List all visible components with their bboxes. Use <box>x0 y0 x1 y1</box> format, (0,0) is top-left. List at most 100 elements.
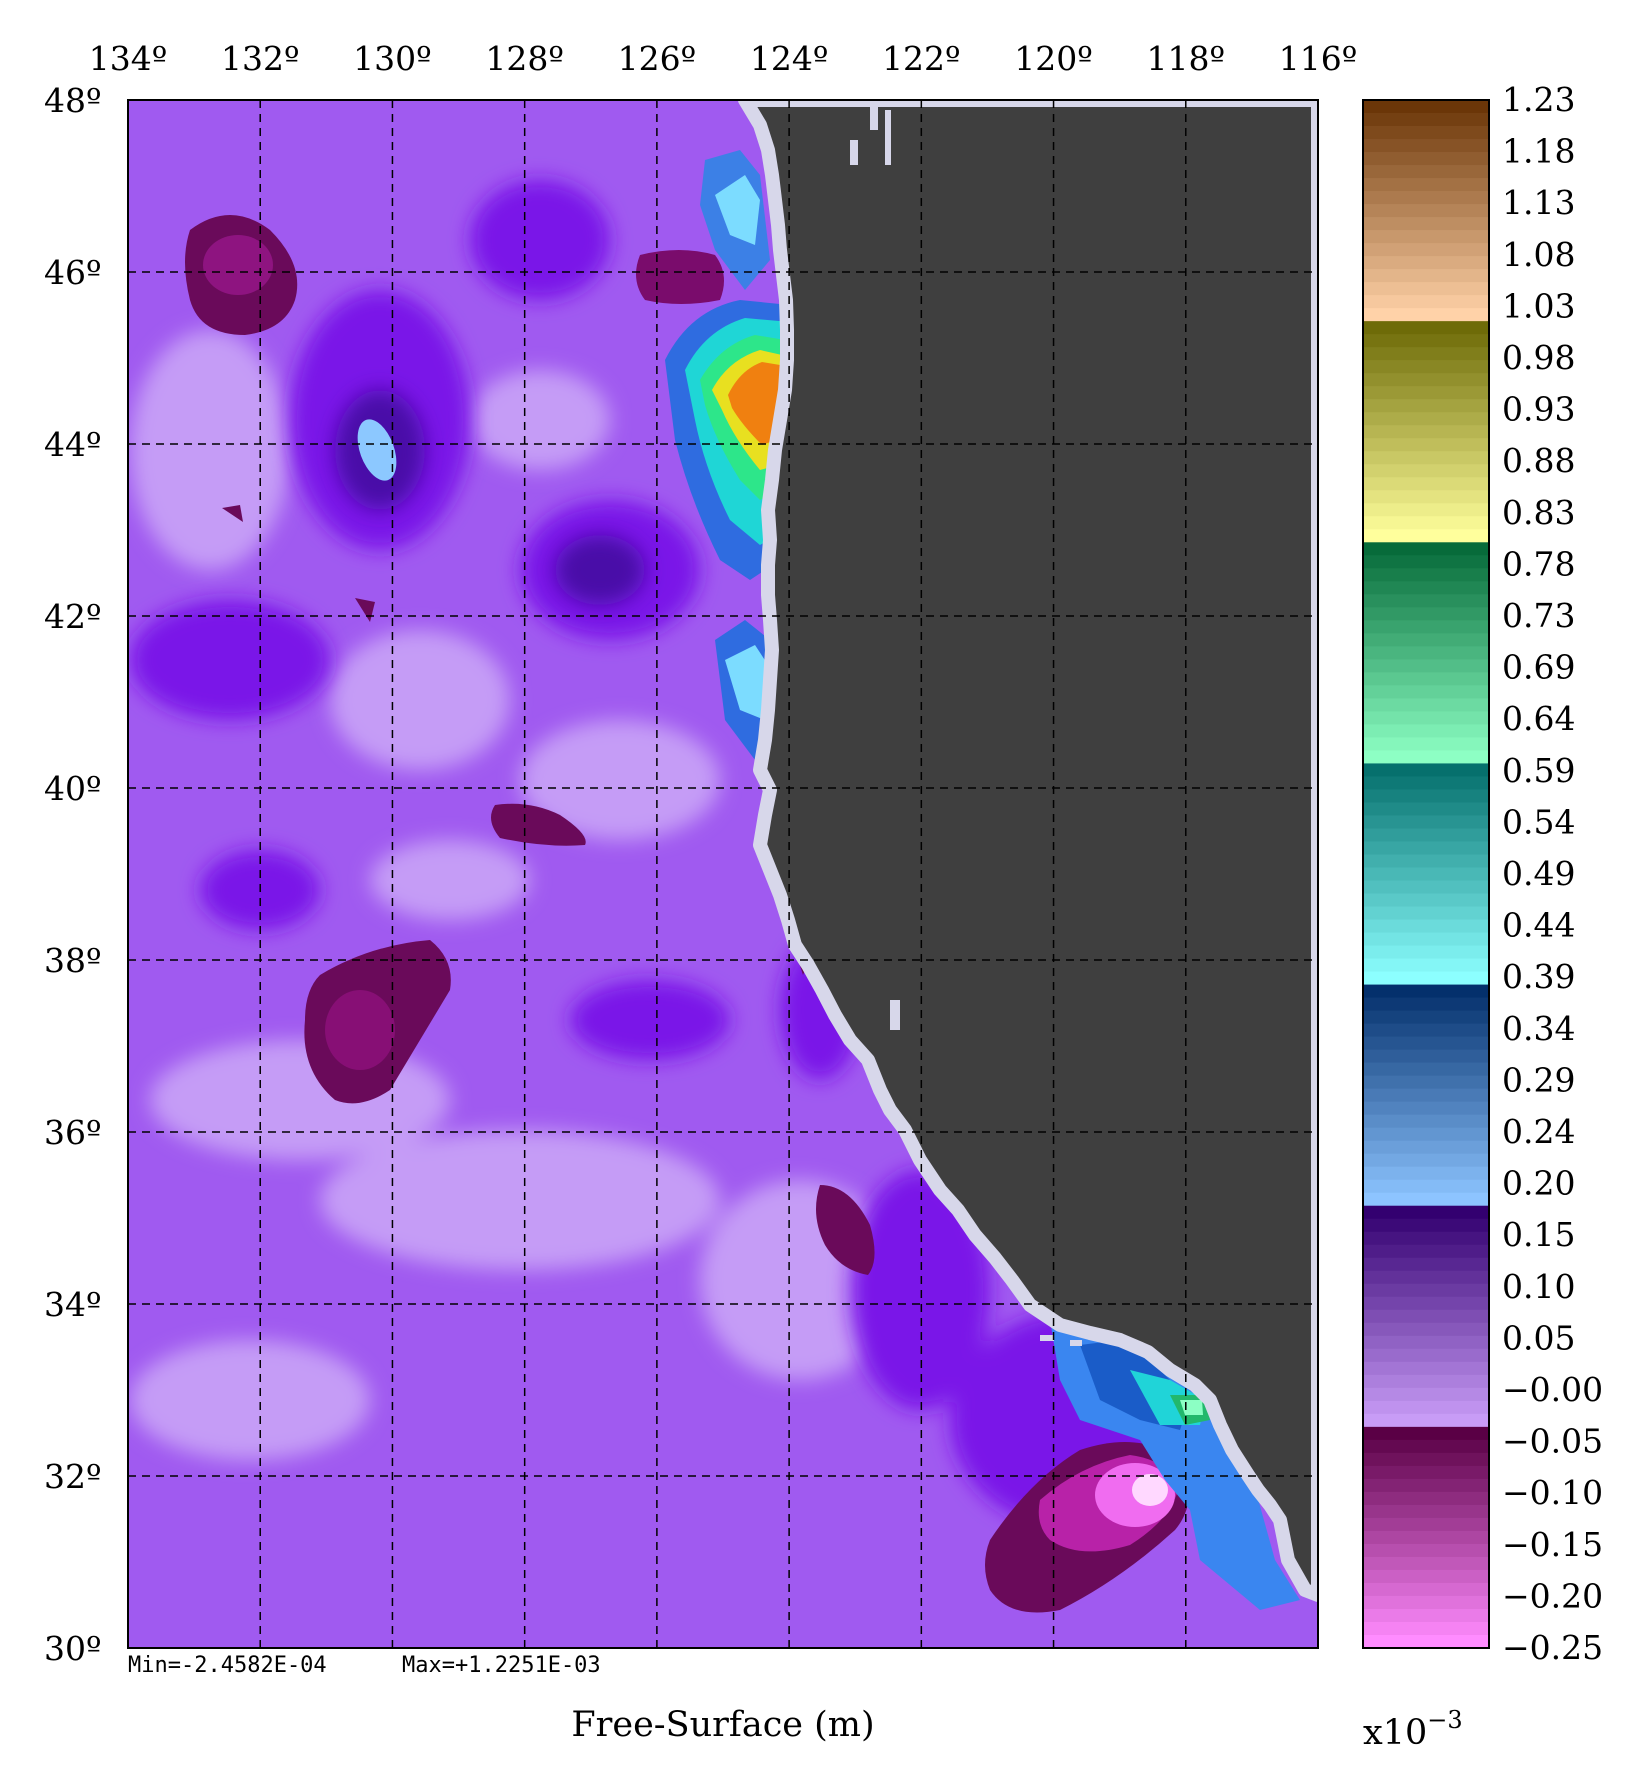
coastal-island-fragments <box>850 100 1082 1346</box>
colorbar-swatch <box>1363 295 1489 309</box>
colorbar-swatch <box>1363 152 1489 166</box>
colorbar-swatch <box>1363 1426 1489 1441</box>
colorbar-swatch <box>1363 100 1489 114</box>
colorbar-swatch <box>1363 516 1489 530</box>
latitude-tick-label: 40º <box>44 769 102 808</box>
colorbar-swatch <box>1363 1335 1489 1350</box>
colorbar-tick-label: 0.49 <box>1502 854 1575 893</box>
colorbar-swatch <box>1363 1556 1489 1571</box>
colorbar-swatch <box>1363 737 1489 752</box>
colorbar-tick-label: 0.78 <box>1502 544 1575 583</box>
colorbar-tick-label: 0.73 <box>1502 596 1575 635</box>
colorbar-swatch <box>1363 1192 1489 1207</box>
colorbar-tick-label: 0.34 <box>1502 1009 1575 1048</box>
colorbar-swatch <box>1363 971 1489 986</box>
colorbar-tick-label: 0.83 <box>1502 493 1575 532</box>
latitude-tick-label: 30º <box>44 1629 102 1668</box>
colorbar-swatch <box>1363 360 1489 374</box>
colorbar-swatch <box>1363 1101 1489 1116</box>
colorbar-swatch <box>1363 607 1489 621</box>
colorbar-tick-label: 0.64 <box>1502 699 1575 738</box>
colorbar-swatch <box>1363 1270 1489 1285</box>
colorbar-swatch <box>1363 1231 1489 1246</box>
longitude-tick-label: 126º <box>618 39 697 78</box>
colorbar-swatch <box>1363 477 1489 491</box>
latitude-tick-label: 44º <box>44 425 102 464</box>
colorbar-swatch <box>1363 438 1489 452</box>
colorbar-tick-label: 1.13 <box>1502 183 1575 222</box>
colorbar-swatch <box>1363 1309 1489 1324</box>
colorbar-swatch <box>1363 555 1489 569</box>
colorbar-swatch <box>1363 1465 1489 1480</box>
colorbar-swatch <box>1363 724 1489 739</box>
north-america-land <box>738 100 1318 1602</box>
colorbar-swatch <box>1363 1608 1489 1623</box>
colorbar-swatch <box>1363 1400 1489 1415</box>
colorbar-swatch <box>1363 503 1489 517</box>
colorbar-tick-label: 0.20 <box>1502 1164 1575 1203</box>
colorbar-swatch <box>1363 1595 1489 1610</box>
colorbar-swatch <box>1363 1166 1489 1181</box>
colorbar-swatch <box>1363 126 1489 140</box>
longitude-tick-label: 134º <box>89 39 168 78</box>
colorbar-tick-label: 0.24 <box>1502 1112 1575 1151</box>
colorbar-swatch <box>1363 1478 1489 1493</box>
colorbar-swatch <box>1363 1114 1489 1129</box>
colorbar-swatch <box>1363 1075 1489 1090</box>
light-anomaly-patches <box>130 330 900 1460</box>
colorbar-swatch <box>1363 1140 1489 1155</box>
colorbar-tick-label: 0.39 <box>1502 957 1575 996</box>
colorbar-swatch <box>1363 1530 1489 1545</box>
colorbar-swatch <box>1363 828 1489 843</box>
colorbar-tick-label: −0.10 <box>1502 1473 1603 1512</box>
colorbar-swatch <box>1363 321 1489 335</box>
colorbar-swatch <box>1363 451 1489 465</box>
coastal-positive-features <box>357 150 790 760</box>
longitude-tick-label: 128º <box>485 39 564 78</box>
colorbar-tick-label: 0.59 <box>1502 751 1575 790</box>
colorbar-swatch <box>1363 230 1489 244</box>
colorbar-tick-label: −0.00 <box>1502 1370 1603 1409</box>
colorbar-swatch <box>1363 282 1489 296</box>
colorbar-swatch <box>1363 529 1489 543</box>
colorbar-swatch <box>1363 906 1489 921</box>
colorbar-swatch <box>1363 425 1489 439</box>
colorbar-tick-label: 0.29 <box>1502 1060 1575 1099</box>
colorbar-swatch <box>1363 620 1489 634</box>
colorbar <box>1363 100 1489 1649</box>
latitude-tick-label: 34º <box>44 1285 102 1324</box>
colorbar-scale-label: x10−3 <box>1363 1706 1463 1753</box>
longitude-tick-label: 122º <box>882 39 961 78</box>
colorbar-tick-label: −0.25 <box>1502 1628 1603 1667</box>
colorbar-swatch <box>1363 412 1489 426</box>
colorbar-swatch <box>1363 165 1489 179</box>
colorbar-swatch <box>1363 178 1489 192</box>
colorbar-swatch <box>1363 1283 1489 1298</box>
colorbar-swatch <box>1363 1257 1489 1272</box>
colorbar-swatch <box>1363 1127 1489 1142</box>
colorbar-tick-label: 0.05 <box>1502 1318 1575 1357</box>
longitude-tick-label: 130º <box>353 39 432 78</box>
colorbar-swatch <box>1363 399 1489 413</box>
colorbar-swatch <box>1363 802 1489 817</box>
map-panel <box>128 100 1318 1648</box>
negative-anomaly-eddies <box>185 215 1189 1613</box>
longitude-tick-labels: 134º 132º 130º 128º 126º 124º 122º 120º 118º 116º <box>89 39 1358 78</box>
colorbar-swatch <box>1363 568 1489 582</box>
colorbar-swatch <box>1363 789 1489 804</box>
colorbar-tick-label: 1.08 <box>1502 235 1575 274</box>
colorbar-tick-label: 0.10 <box>1502 1267 1575 1306</box>
latitude-tick-label: 46º <box>44 253 102 292</box>
colorbar-swatch <box>1363 1036 1489 1051</box>
colorbar-swatch <box>1363 1062 1489 1077</box>
colorbar-swatch <box>1363 542 1489 556</box>
colorbar-swatch <box>1363 945 1489 960</box>
latitude-tick-labels: 48º 46º 44º 42º 40º 38º 36º 34º 32º 30º <box>44 81 102 1668</box>
colorbar-swatch <box>1363 880 1489 895</box>
longitude-tick-label: 124º <box>750 39 829 78</box>
longitude-tick-label: 116º <box>1279 39 1358 78</box>
colorbar-tick-label: 1.23 <box>1502 80 1575 119</box>
colorbar-tick-label: −0.15 <box>1502 1525 1603 1564</box>
longitude-tick-label: 132º <box>221 39 300 78</box>
